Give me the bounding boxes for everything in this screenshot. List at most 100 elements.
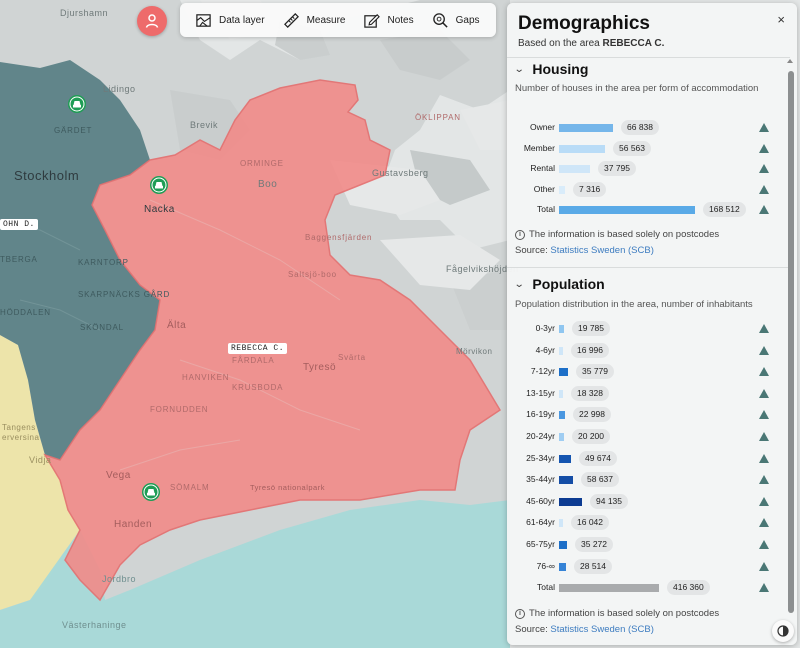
expand-triangle-icon[interactable]: [759, 583, 769, 593]
map-label-skondal: SKÖNDAL: [80, 323, 124, 332]
panel-subtitle-prefix: Based on the area: [518, 38, 600, 49]
housing-row-label: Owner: [529, 122, 555, 132]
chevron-down-icon: ⌄: [513, 278, 525, 290]
map-label-tyreso: Tyresö: [303, 362, 336, 373]
area-neighbor-cyan[interactable]: [0, 500, 510, 648]
location-marker[interactable]: [150, 176, 168, 194]
population-info-text: The information is based solely on postc…: [529, 608, 720, 619]
expand-triangle-icon[interactable]: [759, 345, 769, 355]
expand-triangle-icon[interactable]: [759, 367, 769, 377]
population-row-value: 416 360: [667, 580, 710, 596]
map-label-skarpnacks-gard: SKARPNÄCKS GÅRD: [78, 290, 170, 299]
population-row-value: 28 514: [574, 558, 612, 574]
info-icon: i: [515, 229, 525, 240]
contrast-toggle-button[interactable]: [772, 620, 794, 642]
housing-row-value: 56 563: [613, 140, 651, 156]
housing-row-bar: [559, 124, 613, 132]
population-source: Source: Statistics Sweden (SCB): [515, 624, 654, 635]
map-area-tag-left[interactable]: OHN D.: [0, 219, 38, 230]
population-row: 20-24yr 20 200: [507, 427, 787, 447]
expand-triangle-icon[interactable]: [759, 205, 769, 214]
expand-triangle-icon[interactable]: [759, 561, 769, 571]
demographics-panel: Demographics Based on the area REBECCA C…: [507, 3, 797, 645]
population-row: 35-44yr 58 637: [507, 470, 787, 490]
population-row-label: 25-34yr: [526, 452, 555, 463]
area-neighbor-teal[interactable]: [0, 60, 160, 460]
scrollbar-thumb[interactable]: [788, 71, 794, 613]
map-label-hanviken: HANVIKEN: [182, 373, 229, 382]
scrollbar[interactable]: [788, 59, 794, 614]
population-row: Total 416 360: [507, 578, 787, 598]
housing-description: Number of houses in the area per form of…: [515, 83, 759, 94]
population-row-label: 61-64yr: [526, 517, 555, 528]
population-row: 61-64yr 16 042: [507, 513, 787, 533]
housing-row: Total 168 512: [507, 200, 787, 220]
expand-triangle-icon[interactable]: [759, 123, 769, 132]
map-label-jordbro: Jordbro: [102, 574, 136, 584]
map-label-ervesina: erversina: [2, 433, 39, 442]
notes-button[interactable]: Notes: [356, 6, 420, 34]
population-row-bar: [559, 454, 571, 463]
map-label-karntorp: KARNTORP: [78, 258, 129, 267]
housing-title: Housing: [532, 61, 589, 77]
expand-triangle-icon[interactable]: [759, 496, 769, 506]
expand-triangle-icon[interactable]: [759, 432, 769, 441]
population-row: 16-19yr 22 998: [507, 405, 787, 425]
population-row: 13-15yr 18 328: [507, 384, 787, 404]
expand-triangle-icon[interactable]: [759, 184, 769, 194]
map-label-hoddalen: HÖDDALEN: [0, 308, 51, 317]
close-button[interactable]: ×: [777, 12, 785, 27]
map-label-alta: Älta: [167, 319, 186, 331]
housing-row-bar: [559, 206, 695, 214]
data-layer-button[interactable]: Data layer: [188, 6, 272, 34]
housing-row-value: 66 838: [621, 120, 659, 135]
location-marker[interactable]: [68, 95, 86, 113]
user-avatar-button[interactable]: [137, 6, 167, 36]
expand-triangle-icon[interactable]: [759, 518, 769, 528]
expand-triangle-icon[interactable]: [759, 164, 769, 173]
notes-label: Notes: [387, 14, 414, 26]
info-icon: i: [515, 608, 525, 619]
expand-triangle-icon[interactable]: [759, 410, 769, 420]
map-label-boo: Boo: [258, 179, 277, 190]
population-row: 76-∞ 28 514: [507, 557, 787, 577]
population-row-label: 45-60yr: [526, 495, 555, 506]
population-row-label: 4-6yr: [535, 344, 555, 355]
map-area-tag-selected[interactable]: REBECCA C.: [228, 343, 288, 354]
population-row-label: 0-3yr: [535, 323, 555, 333]
location-marker[interactable]: [142, 483, 160, 501]
population-row-label: 13-15yr: [526, 387, 555, 398]
housing-row: Rental 37 795: [507, 159, 787, 179]
expand-triangle-icon[interactable]: [759, 540, 769, 549]
map-label-vasterhaninge: Västerhaninge: [62, 620, 127, 630]
contrast-icon: [777, 625, 789, 637]
expand-triangle-icon[interactable]: [759, 324, 769, 333]
map-layers-icon: [196, 13, 211, 27]
area-selected-rebecca[interactable]: [43, 79, 502, 602]
map-label-stockholm: Stockholm: [14, 168, 79, 183]
user-icon: [145, 14, 159, 28]
map-label-tangens: Tangens: [2, 423, 36, 432]
map-label-morvikon: Mörvikon: [456, 347, 492, 356]
measure-button[interactable]: Measure: [276, 6, 353, 34]
population-row-label: 7-12yr: [530, 366, 555, 377]
gaps-button[interactable]: Gaps: [425, 6, 487, 34]
map-label-saltsjo: Saltsjö-boo: [288, 270, 337, 279]
map-label-brevik: Brevik: [190, 120, 218, 130]
population-section-toggle[interactable]: ⌄ Population: [513, 276, 605, 292]
expand-triangle-icon[interactable]: [759, 475, 769, 485]
map-label-lidingo: Lidingo: [103, 84, 136, 94]
area-neighbor-yellow[interactable]: [0, 335, 80, 610]
expand-triangle-icon[interactable]: [759, 143, 769, 153]
scroll-up-arrow[interactable]: [787, 59, 793, 63]
map-label-gustavsberg: Gustavsberg: [372, 168, 429, 178]
gaps-label: Gaps: [455, 14, 480, 26]
population-row-value: 35 779: [576, 364, 614, 380]
housing-section-toggle[interactable]: ⌄ Housing: [514, 61, 589, 77]
expand-triangle-icon[interactable]: [759, 453, 769, 463]
map-label-vidja: Vidja: [29, 455, 51, 465]
housing-source-link[interactable]: Statistics Sweden (SCB): [550, 245, 654, 256]
population-row: 0-3yr 19 785: [507, 319, 787, 339]
population-source-link[interactable]: Statistics Sweden (SCB): [550, 624, 654, 635]
expand-triangle-icon[interactable]: [759, 388, 769, 398]
